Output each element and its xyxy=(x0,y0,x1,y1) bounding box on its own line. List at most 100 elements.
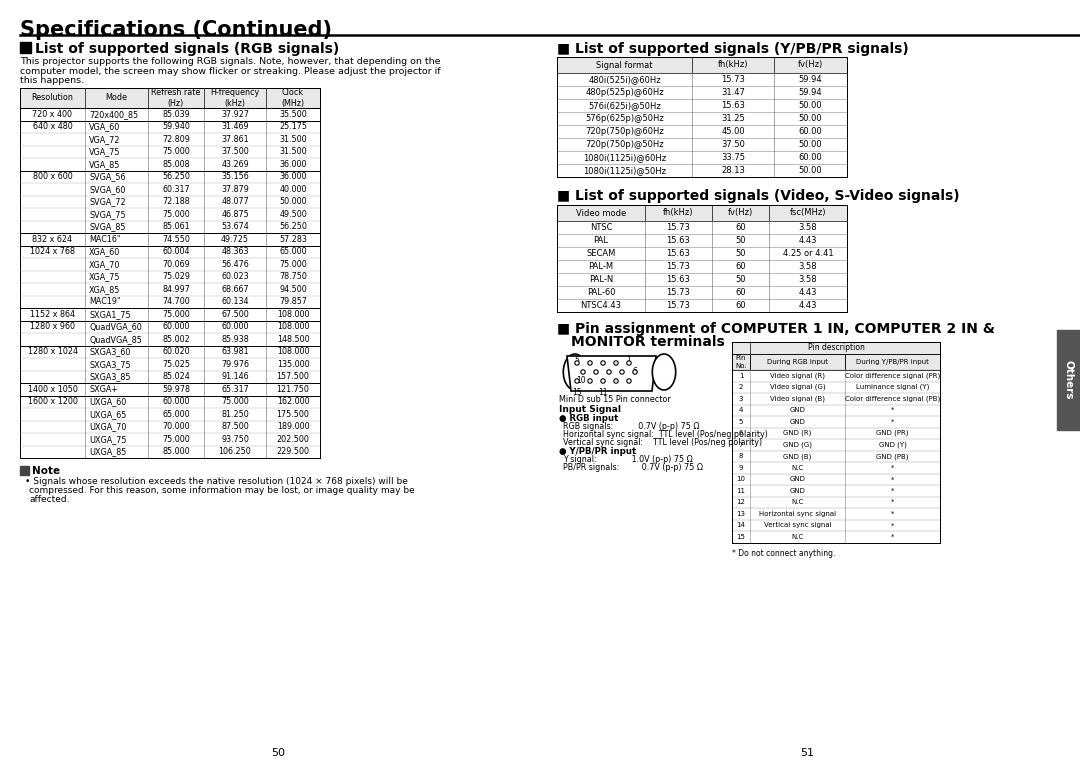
Text: 25.175: 25.175 xyxy=(279,122,307,131)
Text: Clock
(MHz): Clock (MHz) xyxy=(282,89,305,108)
Text: 60.004: 60.004 xyxy=(162,247,190,256)
Text: ● Y/PB/PR input: ● Y/PB/PR input xyxy=(559,447,636,456)
Text: computer model, the screen may show flicker or streaking. Please adjust the proj: computer model, the screen may show flic… xyxy=(21,66,441,76)
Text: 4.43: 4.43 xyxy=(799,236,818,245)
Text: fh(kHz): fh(kHz) xyxy=(663,208,693,217)
Text: 70.000: 70.000 xyxy=(162,422,190,431)
Text: Others: Others xyxy=(1064,360,1074,400)
Text: 78.750: 78.750 xyxy=(279,272,307,282)
Text: Vertical sync signal: Vertical sync signal xyxy=(764,522,832,528)
Text: PB/PR signals:         0.7V (p-p) 75 Ω: PB/PR signals: 0.7V (p-p) 75 Ω xyxy=(563,463,703,472)
Text: 40.000: 40.000 xyxy=(280,185,307,194)
Text: 15.73: 15.73 xyxy=(721,75,745,84)
Text: 720x400_85: 720x400_85 xyxy=(89,110,138,119)
Bar xyxy=(732,342,940,354)
Text: 15.63: 15.63 xyxy=(721,101,745,110)
Bar xyxy=(557,57,847,73)
Text: 720p(750p)@60Hz: 720p(750p)@60Hz xyxy=(585,127,664,136)
Text: 108.000: 108.000 xyxy=(276,347,309,356)
Text: XGA_75: XGA_75 xyxy=(89,272,121,282)
Text: RGB signals:          0.7V (p-p) 75 Ω: RGB signals: 0.7V (p-p) 75 Ω xyxy=(563,422,700,431)
Text: 56.250: 56.250 xyxy=(162,172,190,182)
Text: Color difference signal (PB): Color difference signal (PB) xyxy=(845,395,940,402)
Text: MAC19": MAC19" xyxy=(89,298,121,306)
Text: MAC16": MAC16" xyxy=(89,235,121,243)
Text: 148.500: 148.500 xyxy=(276,335,309,344)
Text: 37.927: 37.927 xyxy=(221,110,249,119)
Text: *: * xyxy=(891,510,894,517)
Text: SVGA_72: SVGA_72 xyxy=(89,198,125,206)
Text: 229.500: 229.500 xyxy=(276,447,310,456)
Text: 84.997: 84.997 xyxy=(162,285,190,294)
Text: SXGA+: SXGA+ xyxy=(89,385,118,394)
Text: PAL-N: PAL-N xyxy=(589,275,613,284)
Text: 108.000: 108.000 xyxy=(276,310,309,319)
Text: GND (PR): GND (PR) xyxy=(876,430,908,436)
Text: 121.750: 121.750 xyxy=(276,385,310,394)
Text: QuadVGA_60: QuadVGA_60 xyxy=(89,322,141,331)
Circle shape xyxy=(588,361,592,365)
Polygon shape xyxy=(567,356,656,391)
Text: 15.73: 15.73 xyxy=(666,288,690,297)
Text: Video signal (B): Video signal (B) xyxy=(770,395,825,402)
Text: 1280 x 1024: 1280 x 1024 xyxy=(27,347,78,356)
Text: UXGA_70: UXGA_70 xyxy=(89,422,126,431)
Text: Resolution: Resolution xyxy=(31,94,73,102)
Circle shape xyxy=(613,378,618,383)
Text: 75.000: 75.000 xyxy=(162,147,190,156)
Text: GND: GND xyxy=(789,407,806,414)
Text: *: * xyxy=(891,499,894,505)
Text: 3.58: 3.58 xyxy=(799,262,818,271)
Text: List of supported signals (RGB signals): List of supported signals (RGB signals) xyxy=(35,42,339,56)
Text: 59.978: 59.978 xyxy=(162,385,190,394)
Text: VGA_85: VGA_85 xyxy=(89,159,120,169)
Text: 15.73: 15.73 xyxy=(666,223,690,232)
Text: During RGB input: During RGB input xyxy=(767,359,828,365)
Bar xyxy=(21,42,31,53)
Text: 50.00: 50.00 xyxy=(799,101,822,110)
Text: 50.000: 50.000 xyxy=(280,198,307,206)
Text: Video mode: Video mode xyxy=(576,208,626,217)
Text: 8: 8 xyxy=(739,453,743,459)
Text: SXGA3_85: SXGA3_85 xyxy=(89,372,131,382)
Text: 59.94: 59.94 xyxy=(799,88,822,97)
Text: 49.725: 49.725 xyxy=(221,235,249,243)
Text: 15.63: 15.63 xyxy=(666,236,690,245)
Text: 1400 x 1050: 1400 x 1050 xyxy=(28,385,78,394)
Text: 48.077: 48.077 xyxy=(221,198,248,206)
Text: 72.809: 72.809 xyxy=(162,135,190,143)
Text: Signal format: Signal format xyxy=(596,60,652,69)
Text: NTSC4.43: NTSC4.43 xyxy=(581,301,621,310)
Text: 175.500: 175.500 xyxy=(276,410,310,419)
Text: 720p(750p)@50Hz: 720p(750p)@50Hz xyxy=(585,140,664,149)
Text: *: * xyxy=(891,534,894,539)
Text: 4.25 or 4.41: 4.25 or 4.41 xyxy=(783,249,834,258)
Text: 50: 50 xyxy=(735,275,746,284)
Text: 1080i(1125i)@60Hz: 1080i(1125i)@60Hz xyxy=(583,153,666,162)
Text: 106.250: 106.250 xyxy=(218,447,252,456)
Circle shape xyxy=(633,370,637,374)
Text: 65.317: 65.317 xyxy=(221,385,248,394)
Text: 480p(525p)@60Hz: 480p(525p)@60Hz xyxy=(585,88,664,97)
Text: 85.000: 85.000 xyxy=(162,447,190,456)
Text: VGA_60: VGA_60 xyxy=(89,122,120,131)
Text: ● RGB input: ● RGB input xyxy=(559,414,619,423)
Text: XGA_70: XGA_70 xyxy=(89,259,120,269)
Text: XGA_60: XGA_60 xyxy=(89,247,120,256)
Text: Y signal:              1.0V (p-p) 75 Ω: Y signal: 1.0V (p-p) 75 Ω xyxy=(563,455,692,464)
Text: 5: 5 xyxy=(575,356,580,365)
Text: Video signal (G): Video signal (G) xyxy=(770,384,825,391)
Text: ■ Pin assignment of COMPUTER 1 IN, COMPUTER 2 IN &: ■ Pin assignment of COMPUTER 1 IN, COMPU… xyxy=(557,322,995,336)
Text: 72.188: 72.188 xyxy=(162,198,190,206)
Text: 75.000: 75.000 xyxy=(162,310,190,319)
Ellipse shape xyxy=(652,354,676,390)
Text: 3: 3 xyxy=(739,396,743,402)
Text: UXGA_65: UXGA_65 xyxy=(89,410,126,419)
Text: SXGA1_75: SXGA1_75 xyxy=(89,310,131,319)
Text: SVGA_75: SVGA_75 xyxy=(89,210,125,219)
Text: 67.500: 67.500 xyxy=(221,310,248,319)
Text: ■ List of supported signals (Y/PB/PR signals): ■ List of supported signals (Y/PB/PR sig… xyxy=(557,42,908,56)
Text: 4.43: 4.43 xyxy=(799,288,818,297)
Text: N.C: N.C xyxy=(792,465,804,471)
Text: 35.156: 35.156 xyxy=(221,172,248,182)
